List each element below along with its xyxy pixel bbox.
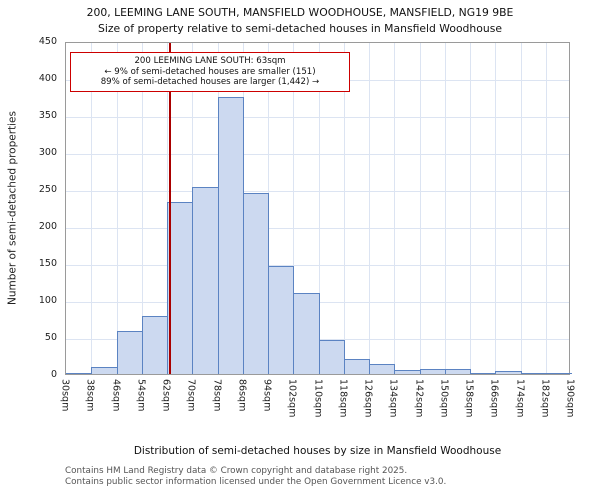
- histogram-bar: [141, 316, 168, 374]
- chart-title-block: 200, LEEMING LANE SOUTH, MANSFIELD WOODH…: [0, 5, 600, 37]
- histogram-bar: [444, 368, 471, 374]
- annotation-box: 200 LEEMING LANE SOUTH: 63sqm ← 9% of se…: [70, 52, 350, 93]
- vertical-gridline: [495, 43, 497, 374]
- vertical-gridline: [343, 43, 345, 374]
- x-tick-label-text: 30sqm: [59, 379, 71, 412]
- annotation-property-size: 200 LEEMING LANE SOUTH: 63sqm: [134, 56, 286, 66]
- histogram-bar: [116, 331, 143, 374]
- x-tick-label-text: 38sqm: [84, 379, 96, 412]
- footer-line-1: Contains HM Land Registry data © Crown c…: [65, 466, 408, 476]
- y-axis-title: Number of semi-detached properties: [6, 111, 19, 305]
- y-tick-label: 200: [38, 221, 57, 232]
- x-tick-label-text: 86sqm: [236, 379, 248, 412]
- x-tick-label-text: 142sqm: [413, 379, 424, 418]
- x-tick-label-text: 190sqm: [564, 379, 576, 418]
- x-tick-label-text: 62sqm: [160, 379, 172, 412]
- vertical-gridline: [116, 43, 118, 374]
- y-tick-label: 250: [38, 184, 57, 195]
- histogram-bar: [495, 371, 522, 374]
- y-tick-label: 100: [38, 295, 57, 306]
- histogram-bar: [545, 372, 572, 374]
- x-tick-label-text: 70sqm: [185, 379, 197, 412]
- histogram-bar: [394, 370, 421, 374]
- histogram-bar: [242, 192, 269, 374]
- histogram-bar: [217, 96, 244, 374]
- x-tick-label-text: 94sqm: [261, 379, 273, 412]
- histogram-bar: [343, 359, 370, 374]
- horizontal-gridline: [66, 154, 569, 155]
- x-tick-label-text: 158sqm: [463, 379, 475, 418]
- histogram-bar: [192, 186, 219, 374]
- histogram-bar: [369, 363, 396, 374]
- x-tick-label-text: 78sqm: [211, 379, 222, 412]
- y-tick-label: 400: [38, 73, 57, 84]
- footer-line-2: Contains public sector information licen…: [65, 477, 447, 488]
- vertical-gridline: [470, 43, 471, 374]
- y-tick-label: 300: [38, 147, 57, 158]
- histogram-bar: [66, 372, 93, 374]
- vertical-gridline: [520, 43, 522, 374]
- chart-subtitle: Size of property relative to semi-detach…: [98, 22, 502, 36]
- annotation-larger-percent: 89% of semi-detached houses are larger (…: [100, 77, 320, 88]
- x-tick-label-text: 126sqm: [362, 379, 374, 418]
- histogram-bar: [419, 368, 446, 374]
- y-tick-label: 50: [44, 332, 57, 343]
- histogram-bar: [293, 292, 320, 374]
- horizontal-gridline: [66, 265, 569, 266]
- horizontal-gridline: [66, 191, 569, 192]
- histogram-bar: [318, 339, 345, 374]
- vertical-gridline: [444, 43, 446, 374]
- x-tick-label-text: 166sqm: [488, 379, 500, 418]
- horizontal-gridline: [66, 228, 569, 229]
- x-tick-label-text: 182sqm: [539, 379, 551, 418]
- x-tick-label-text: 102sqm: [286, 379, 298, 418]
- property-size-marker-line: [169, 43, 172, 374]
- x-tick-label-text: 150sqm: [438, 379, 450, 418]
- y-tick-label: 0: [50, 369, 57, 380]
- x-tick-label-text: 174sqm: [514, 379, 525, 418]
- x-tick-label-text: 46sqm: [110, 379, 121, 412]
- vertical-gridline: [545, 43, 547, 374]
- x-tick-label-text: 110sqm: [312, 379, 323, 418]
- chart-title: 200, LEEMING LANE SOUTH, MANSFIELD WOODH…: [86, 6, 514, 19]
- vertical-gridline: [394, 43, 396, 374]
- histogram-bar: [520, 373, 547, 374]
- x-tick-label-text: 54sqm: [135, 379, 147, 412]
- vertical-gridline: [369, 43, 370, 374]
- x-tick-label-text: 118sqm: [337, 379, 349, 418]
- plot-area: [65, 42, 572, 375]
- histogram-bar: [268, 265, 295, 374]
- histogram-bar: [91, 366, 118, 374]
- histogram-bar: [470, 372, 497, 374]
- vertical-gridline: [318, 43, 320, 374]
- y-tick-label: 450: [38, 36, 57, 47]
- y-tick-label: 150: [38, 258, 57, 269]
- vertical-gridline: [293, 43, 295, 374]
- vertical-gridline: [141, 43, 143, 374]
- vertical-gridline: [91, 43, 93, 374]
- x-axis-title: Distribution of semi-detached houses by …: [133, 445, 502, 457]
- horizontal-gridline: [66, 117, 569, 118]
- attribution-footer: Contains HM Land Registry data © Crown c…: [65, 466, 446, 489]
- annotation-smaller-percent: ← 9% of semi-detached houses are smaller…: [104, 66, 316, 77]
- x-tick-label-text: 134sqm: [387, 379, 399, 418]
- vertical-gridline: [419, 43, 421, 374]
- y-tick-label: 350: [38, 110, 57, 121]
